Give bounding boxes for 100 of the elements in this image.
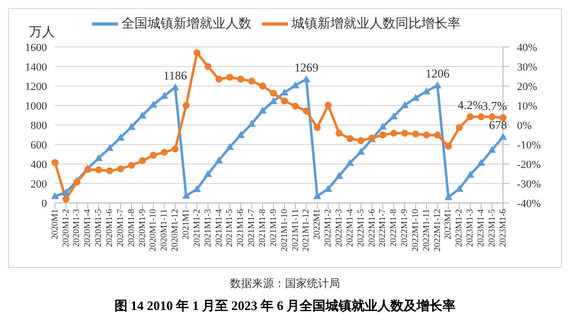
point: [106, 144, 114, 152]
point: [434, 131, 441, 138]
y-tick-label: 1600: [25, 42, 48, 54]
point: [62, 188, 70, 196]
data-label: 1206: [425, 66, 450, 80]
x-tick-label: 2020M1-7: [114, 208, 125, 247]
point: [204, 170, 212, 178]
x-tick-label: 2023M1-6: [497, 208, 508, 247]
source-note: 数据来源：国家统计局: [229, 276, 341, 291]
point: [138, 111, 146, 118]
point: [214, 156, 223, 164]
x-tick-label: 2020M1: [49, 209, 60, 240]
point: [423, 131, 430, 138]
x-tick-label: 2020M1-5: [93, 208, 104, 247]
point: [488, 113, 496, 120]
point: [237, 76, 244, 83]
x-tick-label: 2020M1-2: [60, 209, 70, 247]
x-tick-label: 2022M1-11: [420, 209, 431, 252]
point: [270, 90, 278, 97]
point: [62, 196, 70, 203]
x-tick-label: 2021M1-10: [278, 208, 289, 252]
legend-label: 城镇新增就业人数同比增长率: [292, 16, 460, 32]
data-label: 678: [489, 118, 507, 132]
point: [336, 130, 343, 137]
point: [149, 100, 158, 108]
point: [160, 148, 168, 156]
x-tick-label: 2020M1-4: [82, 208, 92, 247]
y-tick-label: 1200: [25, 80, 48, 93]
text: 图 14 2010 年 1 月至 2023 年 6 月全国城镇就业人数及增长率: [113, 297, 457, 315]
legend-label: 全国城镇新增就业人数: [122, 16, 252, 32]
y-tick-label: 1000: [25, 100, 48, 112]
point: [335, 172, 344, 179]
point: [236, 130, 245, 138]
y-axis-title: 万人: [29, 24, 55, 41]
x-tick-label: 2022M1-3: [333, 208, 344, 247]
point: [444, 142, 452, 150]
x-tick-label: 2022M1: [312, 209, 322, 240]
point: [182, 102, 190, 109]
x-tick-label: 2020M1-9: [136, 208, 147, 247]
point: [127, 122, 136, 130]
y2-tick-label: 10%: [517, 100, 538, 112]
point: [346, 135, 354, 142]
point: [51, 192, 59, 200]
point: [400, 101, 409, 108]
data-label: 1269: [294, 60, 318, 74]
point: [477, 158, 486, 166]
point: [412, 130, 420, 138]
point: [346, 158, 354, 166]
y2-tick-label: -40%: [517, 198, 541, 210]
x-tick-label: 2021M1-8: [257, 208, 267, 247]
point: [204, 63, 212, 70]
x-tick-label: 2021M1-6: [235, 208, 246, 247]
point: [226, 74, 234, 81]
point: [356, 148, 365, 155]
x-tick-label: 2020M1-12: [170, 209, 180, 252]
x-tick-label: 2021M1-4: [213, 208, 224, 247]
point: [379, 131, 386, 138]
y-tick-label: 400: [30, 158, 48, 171]
point: [248, 120, 256, 127]
x-tick-label: 2022M1-2: [322, 209, 333, 247]
point: [390, 130, 398, 137]
x-tick-label: 2021M1-9: [268, 208, 278, 247]
x-tick-label: 2023M1-3: [464, 208, 475, 247]
y2-tick-label: 0%: [517, 120, 532, 132]
y2-tick-label: -30%: [517, 178, 541, 190]
x-tick-label: 2023M1: [442, 209, 453, 240]
x-tick-label: 2020M1-10: [148, 208, 158, 252]
point: [466, 113, 474, 120]
x-tick-label: 2022M1-9: [399, 208, 410, 247]
x-tick-label: 2021M1-2: [191, 209, 202, 247]
y-tick-label: 0: [42, 198, 48, 210]
point: [128, 162, 135, 169]
x-tick-label: 2021M1-12: [300, 209, 311, 252]
point: [270, 97, 278, 104]
x-tick-label: 2022M1-12: [432, 209, 442, 252]
y2-tick-label: 40%: [517, 42, 538, 54]
point: [499, 132, 507, 140]
point: [478, 113, 485, 120]
point: [138, 157, 146, 164]
y2-tick-label: -10%: [517, 139, 541, 152]
y-tick-label: 800: [30, 120, 48, 132]
y2-tick-label: 30%: [517, 61, 538, 74]
point: [117, 165, 124, 172]
x-tick-label: 2022M1-6: [366, 208, 376, 247]
point: [95, 166, 102, 174]
point: [302, 107, 310, 114]
y-tick-label: 600: [30, 139, 48, 152]
x-tick-label: 2023M1-2: [454, 209, 464, 247]
point: [378, 122, 387, 130]
point: [116, 134, 125, 141]
x-tick-label: 2021M1-11: [290, 209, 300, 252]
x-tick-label: 2020M1-8: [126, 208, 136, 247]
point: [172, 145, 179, 152]
y-tick-label: 200: [30, 178, 48, 190]
point: [357, 137, 364, 144]
point: [194, 49, 201, 56]
x-tick-label: 2022M1-10: [410, 208, 420, 252]
x-tick-label: 2021M1-5: [224, 208, 234, 247]
x-tick-label: 2023M1-4: [476, 208, 486, 247]
point: [466, 170, 474, 178]
